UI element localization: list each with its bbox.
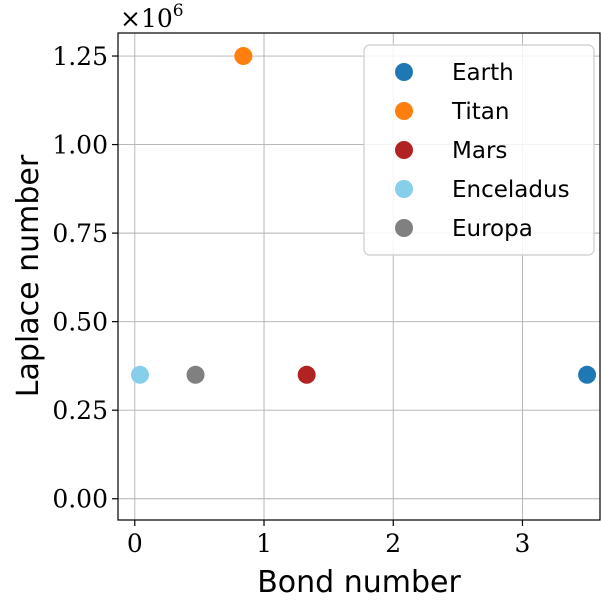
legend-marker-mars <box>395 141 413 159</box>
legend-label-enceladus: Enceladus <box>452 177 570 203</box>
x-tick-label: 2 <box>385 529 401 558</box>
x-axis-title: Bond number <box>257 565 461 600</box>
legend-entries: Earth Titan Mars Enceladus Europa <box>395 60 570 242</box>
data-point-mars <box>297 365 316 384</box>
y-tick-label: 0.75 <box>52 219 108 248</box>
plot-frame <box>117 32 601 521</box>
y-axis-title: Laplace number <box>11 154 46 397</box>
y-tick-label: 1.25 <box>52 42 108 71</box>
legend-marker-enceladus <box>395 180 413 198</box>
legend-label-mars: Mars <box>452 138 507 164</box>
legend-label-earth: Earth <box>452 60 514 86</box>
legend-marker-titan <box>395 102 413 120</box>
legend: Earth Titan Mars Enceladus Europa <box>363 44 595 256</box>
data-point-enceladus <box>130 365 149 384</box>
data-points <box>130 47 597 384</box>
y-tick-label: 1.00 <box>52 131 108 160</box>
legend-label-europa: Europa <box>452 216 533 242</box>
legend-marker-europa <box>395 219 413 237</box>
y-offset-label: ×106 <box>120 1 184 33</box>
legend-marker-earth <box>395 63 413 81</box>
x-tick-label: 3 <box>515 529 531 558</box>
data-point-earth <box>578 365 597 384</box>
legend-box <box>363 44 595 256</box>
y-tick-label: 0.50 <box>52 308 108 337</box>
axis-ticks: 0 1 2 3 0.00 0.25 0.50 0.75 1.00 1.25 <box>52 42 530 558</box>
legend-label-titan: Titan <box>451 99 509 125</box>
data-point-titan <box>234 47 253 66</box>
y-tick-label: 0.25 <box>52 396 108 425</box>
x-tick-label: 0 <box>127 529 143 558</box>
x-tick-label: 1 <box>256 529 272 558</box>
y-tick-label: 0.00 <box>52 485 108 514</box>
data-point-europa <box>186 365 205 384</box>
